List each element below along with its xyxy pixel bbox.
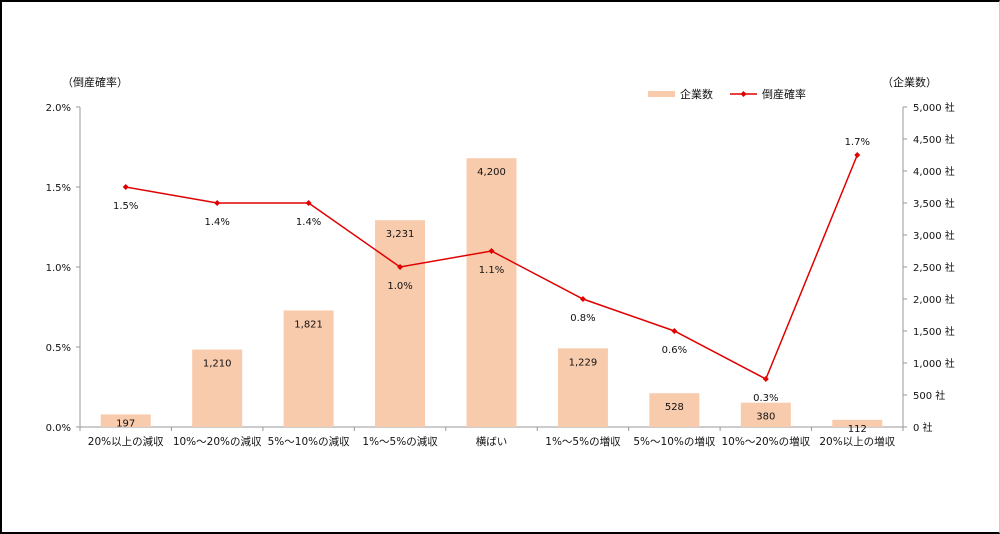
rate-value-label: 1.4% [296, 217, 321, 228]
category-label: 横ばい [476, 435, 508, 448]
right-tick-label: 0 社 [913, 421, 933, 434]
legend-marker-icon [740, 91, 747, 97]
legend: 企業数 倒産確率 [648, 87, 806, 101]
bar [557, 348, 608, 427]
bar [192, 349, 243, 427]
rate-marker [122, 184, 129, 190]
rate-marker [762, 376, 769, 382]
bar [740, 402, 791, 427]
rate-value-label: 1.1% [479, 265, 504, 276]
bar-value-label: 1,210 [203, 359, 232, 370]
category-label: 5%～10%の減収 [268, 435, 350, 448]
rate-marker [397, 264, 404, 270]
right-tick-label: 3,500 社 [913, 197, 955, 210]
right-tick-label: 4,500 社 [913, 133, 955, 146]
bar-series-companies [100, 158, 883, 427]
rate-marker [488, 248, 495, 254]
axes: 0.0% 0.5% 1.0% 1.5% 2.0% 0 社 500 社 1,000 社 1,500… [46, 101, 955, 448]
bar-value-label: 1,229 [569, 357, 598, 368]
rate-value-label: 0.6% [662, 345, 687, 356]
data-labels: 197 1,210 1,821 3,231 4,200 1,229 528 380 112 1.5… [113, 137, 870, 435]
left-tick-label: 0.5% [46, 343, 71, 354]
left-axis-title: （倒産確率） [62, 75, 128, 89]
category-label: 20%以上の減収 [88, 435, 164, 448]
rate-value-label: 0.8% [570, 313, 595, 324]
rate-marker [671, 328, 678, 334]
right-tick-label: 4,000 社 [913, 165, 955, 178]
legend-label-rate: 倒産確率 [762, 87, 806, 101]
rate-value-label: 1.0% [387, 281, 412, 292]
left-tick-label: 1.0% [46, 263, 71, 274]
category-label: 10%～20%の減収 [173, 435, 262, 448]
bar [832, 419, 883, 427]
bar-value-label: 197 [116, 418, 135, 429]
bar [100, 414, 151, 427]
bar-value-label: 112 [848, 424, 867, 435]
rate-marker [214, 200, 221, 206]
category-label: 20%以上の増収 [819, 435, 895, 448]
bar-value-label: 3,231 [386, 229, 415, 240]
category-label: 5%～10%の増収 [633, 435, 715, 448]
right-tick-label: 3,000 社 [913, 229, 955, 242]
right-tick-label: 5,000 社 [913, 101, 955, 114]
right-tick-label: 2,000 社 [913, 293, 955, 306]
bar-value-label: 528 [665, 402, 684, 413]
line-series-bankruptcy-rate [122, 152, 861, 382]
category-label: 10%～20%の増収 [721, 435, 810, 448]
right-tick-label: 2,500 社 [913, 261, 955, 274]
left-tick-label: 1.5% [46, 183, 71, 194]
bar-value-label: 4,200 [477, 167, 506, 178]
bar [375, 220, 426, 427]
right-axis-title: （企業数） [882, 75, 937, 89]
left-tick-label: 0.0% [46, 423, 71, 434]
bar [283, 310, 334, 427]
bar [649, 393, 700, 427]
category-label: 1%～5%の減収 [362, 435, 438, 448]
bar-value-label: 380 [756, 412, 775, 423]
rate-value-label: 1.4% [204, 217, 229, 228]
rate-marker [579, 296, 586, 302]
right-tick-label: 1,000 社 [913, 357, 955, 370]
rate-value-label: 1.5% [113, 201, 138, 212]
left-tick-label: 2.0% [46, 103, 71, 114]
rate-value-label: 0.3% [753, 393, 778, 404]
rate-value-label: 1.7% [845, 137, 870, 148]
right-tick-label: 1,500 社 [913, 325, 955, 338]
rate-marker [305, 200, 312, 206]
legend-bar-swatch [648, 91, 675, 97]
bar [466, 158, 517, 427]
legend-label-companies: 企業数 [680, 87, 713, 101]
category-label: 1%～5%の増収 [545, 435, 621, 448]
rate-marker [854, 152, 861, 158]
bar-value-label: 1,821 [294, 319, 323, 330]
right-tick-label: 500 社 [913, 389, 945, 402]
